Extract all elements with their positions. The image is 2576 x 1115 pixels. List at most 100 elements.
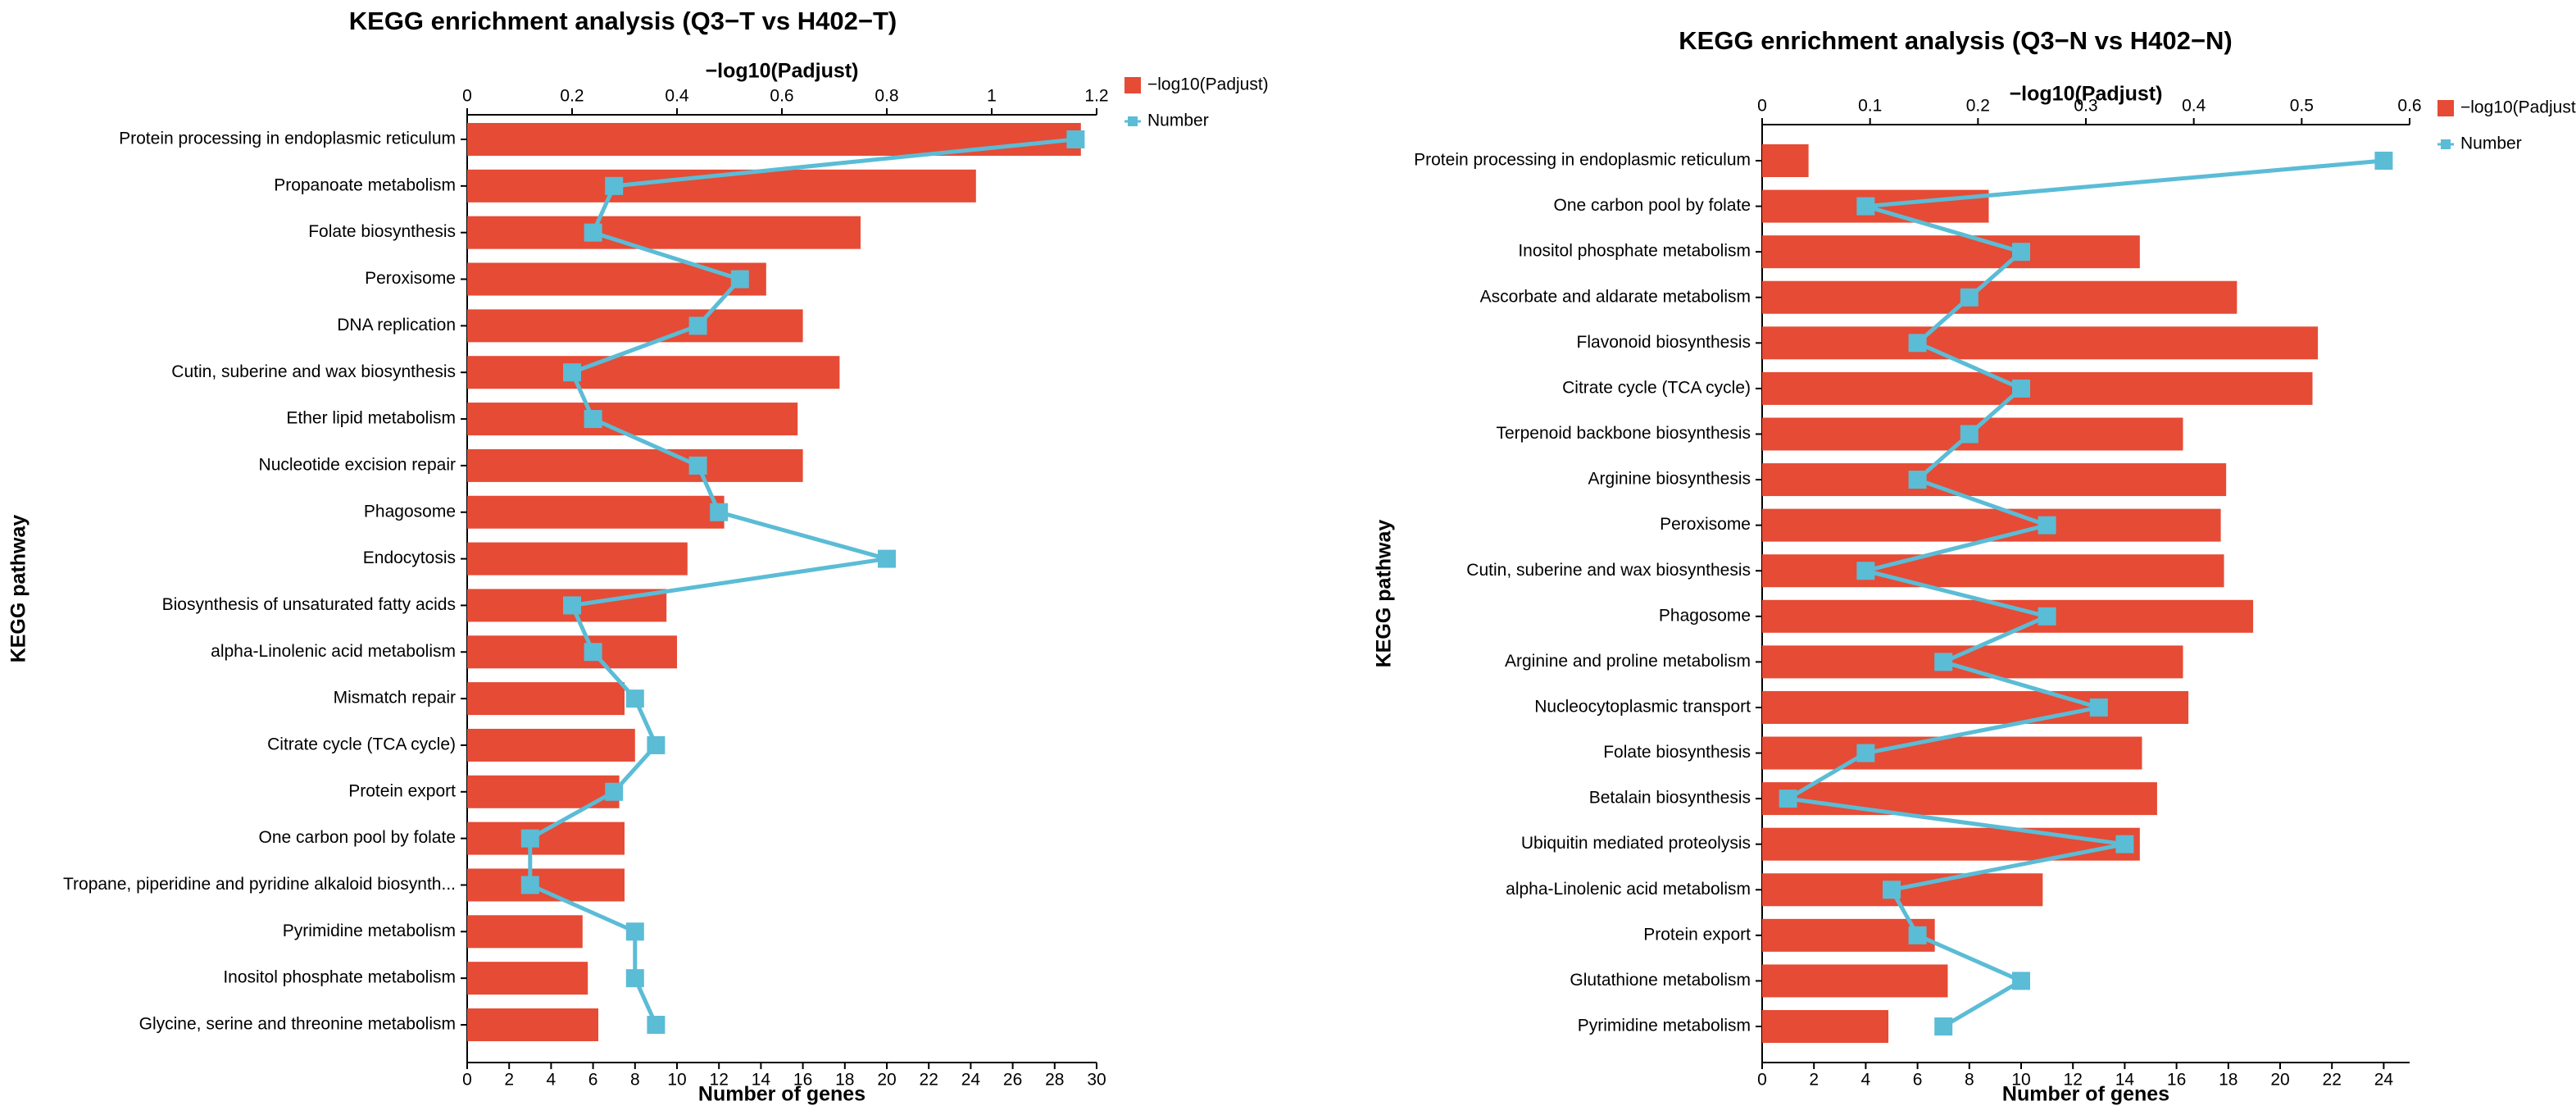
bar bbox=[467, 448, 803, 482]
bar bbox=[1762, 508, 2221, 542]
bar bbox=[1762, 371, 2313, 405]
y-tick-label: Protein processing in endoplasmic reticu… bbox=[1414, 151, 1751, 170]
x-tick-label: 14 bbox=[752, 1071, 771, 1090]
bar bbox=[467, 915, 583, 949]
line-marker bbox=[584, 643, 602, 662]
x-tick-label: 18 bbox=[835, 1071, 854, 1090]
bar bbox=[467, 682, 625, 716]
line-marker bbox=[625, 689, 644, 708]
x-tick-label: 8 bbox=[630, 1071, 640, 1090]
bar bbox=[467, 728, 635, 762]
legend-label: Number bbox=[2460, 134, 2522, 153]
x-tick-label: 30 bbox=[1087, 1071, 1106, 1090]
y-tick-label: Nucleotide excision repair bbox=[259, 455, 456, 474]
line-marker bbox=[878, 549, 896, 568]
line-marker bbox=[2115, 835, 2134, 853]
line-marker bbox=[688, 316, 707, 335]
bar bbox=[1762, 736, 2142, 770]
y-tick-label: Protein export bbox=[1643, 925, 1751, 944]
line-marker bbox=[584, 223, 602, 242]
y-tick-label: Cutin, suberine and wax biosynthesis bbox=[171, 362, 456, 381]
y-tick-label: Ubiquitin mediated proteolysis bbox=[1521, 834, 1751, 853]
y-tick-label: Mismatch repair bbox=[334, 689, 456, 708]
line-marker bbox=[688, 456, 707, 475]
bar bbox=[467, 309, 803, 343]
line-marker bbox=[2089, 698, 2108, 717]
legend-swatch bbox=[1124, 77, 1141, 93]
line-marker bbox=[1856, 197, 1875, 216]
y-axis-label: KEGG pathway bbox=[1373, 520, 1396, 668]
legend-label: Number bbox=[1147, 112, 1209, 130]
x2-tick-label: 0.4 bbox=[665, 87, 689, 106]
bar bbox=[467, 123, 1081, 156]
bar bbox=[467, 403, 798, 436]
y-tick-label: Inositol phosphate metabolism bbox=[223, 968, 456, 987]
y-tick-label: One carbon pool by folate bbox=[259, 828, 457, 847]
x-tick-label: 0 bbox=[462, 1071, 472, 1090]
x-tick-label: 20 bbox=[2270, 1071, 2289, 1090]
y-tick-label: DNA replication bbox=[337, 316, 456, 334]
line-marker bbox=[584, 410, 602, 429]
y-tick-label: Phagosome bbox=[364, 502, 456, 521]
line-marker bbox=[1066, 130, 1085, 148]
legend-swatch bbox=[1128, 116, 1138, 126]
legend-swatch bbox=[2437, 100, 2454, 116]
x-tick-label: 6 bbox=[588, 1071, 598, 1090]
x2-tick-label: 0 bbox=[1757, 97, 1767, 116]
y-tick-label: Folate biosynthesis bbox=[1603, 743, 1751, 762]
x-tick-label: 12 bbox=[710, 1071, 729, 1090]
x-tick-label: 12 bbox=[2064, 1071, 2083, 1090]
chart-title: KEGG enrichment analysis (Q3−N vs H402−N… bbox=[1679, 26, 2232, 55]
line-marker bbox=[1856, 562, 1875, 580]
line-marker bbox=[625, 969, 644, 988]
y-tick-label: Inositol phosphate metabolism bbox=[1518, 242, 1751, 261]
bar bbox=[1762, 873, 2043, 907]
y-tick-label: Cutin, suberine and wax biosynthesis bbox=[1466, 561, 1751, 580]
x2-tick-label: 0.5 bbox=[2290, 97, 2314, 116]
x-tick-label: 14 bbox=[2115, 1071, 2135, 1090]
x-tick-label: 0 bbox=[1757, 1071, 1767, 1090]
x2-tick-label: 0.2 bbox=[560, 87, 584, 106]
line-marker bbox=[625, 922, 644, 941]
line-marker bbox=[605, 176, 624, 195]
bar bbox=[1762, 1010, 1889, 1043]
line-marker bbox=[1856, 744, 1875, 762]
x-tick-label: 28 bbox=[1045, 1071, 1064, 1090]
y-tick-label: Citrate cycle (TCA cycle) bbox=[1562, 378, 1751, 397]
line-marker bbox=[2374, 152, 2393, 170]
line-marker bbox=[647, 735, 666, 754]
line-marker bbox=[710, 503, 729, 521]
x2-tick-label: 0.1 bbox=[1858, 97, 1882, 116]
x-tick-label: 22 bbox=[920, 1071, 938, 1090]
line-marker bbox=[2038, 607, 2056, 626]
y-tick-label: Ascorbate and aldarate metabolism bbox=[1480, 287, 1751, 306]
x2-tick-label: 0.8 bbox=[875, 87, 898, 106]
y-axis-label: KEGG pathway bbox=[7, 515, 30, 663]
line-marker bbox=[563, 596, 581, 615]
bar bbox=[467, 821, 625, 855]
bar bbox=[1762, 827, 2140, 861]
line-marker bbox=[1908, 926, 1927, 944]
line-marker bbox=[520, 876, 539, 894]
bar bbox=[1762, 326, 2319, 360]
line-marker bbox=[1934, 653, 1953, 671]
x-tick-label: 24 bbox=[2374, 1071, 2394, 1090]
bar bbox=[1762, 280, 2238, 314]
y-tick-label: Protein processing in endoplasmic reticu… bbox=[119, 130, 456, 148]
x-tick-label: 10 bbox=[2011, 1071, 2030, 1090]
y-tick-label: Flavonoid biosynthesis bbox=[1577, 333, 1751, 352]
x2-axis-label: −log10(Padjust) bbox=[706, 60, 859, 83]
bar bbox=[1762, 690, 2189, 724]
line-marker bbox=[1908, 471, 1927, 489]
x-tick-label: 18 bbox=[2219, 1071, 2238, 1090]
legend-label: −log10(Padjust) bbox=[2460, 98, 2576, 117]
y-tick-label: Phagosome bbox=[1659, 606, 1751, 625]
x2-tick-label: 1 bbox=[987, 87, 997, 106]
bar bbox=[467, 635, 677, 669]
bar bbox=[1762, 144, 1809, 177]
x-axis-label: Number of genes bbox=[2002, 1083, 2169, 1106]
y-tick-label: Propanoate metabolism bbox=[274, 175, 456, 194]
bar bbox=[467, 495, 725, 529]
x-tick-label: 4 bbox=[1861, 1071, 1871, 1090]
